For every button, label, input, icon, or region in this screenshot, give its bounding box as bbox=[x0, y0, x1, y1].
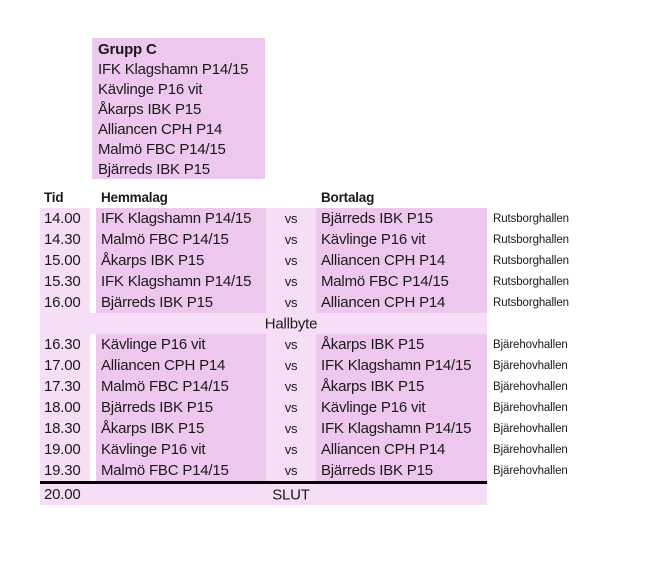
home-team: Malmö FBC P14/15 bbox=[96, 229, 266, 250]
venue-label: Rutsborghallen bbox=[493, 275, 569, 288]
vs-label: vs bbox=[266, 292, 316, 313]
match-time: 19.00 bbox=[40, 439, 90, 460]
vs-label: vs bbox=[266, 460, 316, 481]
away-team: Bjärreds IBK P15 bbox=[316, 460, 487, 481]
home-team: Bjärreds IBK P15 bbox=[96, 397, 266, 418]
vs-label: vs bbox=[266, 334, 316, 355]
venue-label: Rutsborghallen bbox=[493, 296, 569, 309]
match-row: 18.00 Bjärreds IBK P15 vs Kävlinge P16 vit B… bbox=[40, 397, 660, 418]
vs-label: vs bbox=[266, 376, 316, 397]
home-team: Åkarps IBK P15 bbox=[96, 250, 266, 271]
group-team: Bjärreds IBK P15 bbox=[98, 161, 210, 178]
venue-label: Bjärehovhallen bbox=[493, 422, 568, 435]
away-team: Kävlinge P16 vit bbox=[316, 397, 487, 418]
group-title: Grupp C bbox=[98, 41, 157, 58]
group-team: Åkarps IBK P15 bbox=[98, 101, 202, 118]
match-row: 19.00 Kävlinge P16 vit vs Alliancen CPH P14… bbox=[40, 439, 660, 460]
match-time: 15.00 bbox=[40, 250, 90, 271]
home-team: IFK Klagshamn P14/15 bbox=[96, 271, 266, 292]
header-home: Hemmalag bbox=[101, 190, 168, 205]
home-team: IFK Klagshamn P14/15 bbox=[96, 208, 266, 229]
match-row: 19.30 Malmö FBC P14/15 vs Bjärreds IBK P15 B… bbox=[40, 460, 660, 481]
header-time: Tid bbox=[44, 190, 64, 205]
away-team: IFK Klagshamn P14/15 bbox=[316, 418, 487, 439]
second-half-rows: 16.30 Kävlinge P16 vit vs Åkarps IBK P15 Bjä… bbox=[40, 334, 660, 481]
match-time: 16.00 bbox=[40, 292, 90, 313]
home-team: Alliancen CPH P14 bbox=[96, 355, 266, 376]
match-row: 18.30 Åkarps IBK P15 vs IFK Klagshamn P14/1… bbox=[40, 418, 660, 439]
venue-label: Rutsborghallen bbox=[493, 254, 569, 267]
venue-label: Bjärehovhallen bbox=[493, 443, 568, 456]
vs-label: vs bbox=[266, 208, 316, 229]
hall-change-row: Hallbyte bbox=[40, 313, 487, 334]
group-team: Malmö FBC P14/15 bbox=[98, 141, 226, 158]
away-team: Åkarps IBK P15 bbox=[316, 376, 487, 397]
match-row: 15.30 IFK Klagshamn P14/15 vs Malmö FBC P14… bbox=[40, 271, 660, 292]
header-venue-spacer bbox=[487, 187, 600, 208]
away-team: Malmö FBC P14/15 bbox=[316, 271, 487, 292]
first-half-rows: 14.00 IFK Klagshamn P14/15 vs Bjärreds IBK … bbox=[40, 208, 660, 313]
venue-label: Bjärehovhallen bbox=[493, 464, 568, 477]
match-time: 18.00 bbox=[40, 397, 90, 418]
away-team: Bjärreds IBK P15 bbox=[316, 208, 487, 229]
home-team: Malmö FBC P14/15 bbox=[96, 460, 266, 481]
venue-label: Bjärehovhallen bbox=[493, 401, 568, 414]
end-time: 20.00 bbox=[44, 486, 81, 503]
match-time: 14.00 bbox=[40, 208, 90, 229]
match-time: 17.30 bbox=[40, 376, 90, 397]
away-team: Alliancen CPH P14 bbox=[316, 292, 487, 313]
match-time: 14.30 bbox=[40, 229, 90, 250]
home-team: Malmö FBC P14/15 bbox=[96, 376, 266, 397]
group-team: IFK Klagshamn P14/15 bbox=[98, 61, 249, 78]
group-box: Grupp C IFK Klagshamn P14/15 Kävlinge P1… bbox=[92, 38, 265, 179]
venue-label: Bjärehovhallen bbox=[493, 359, 568, 372]
match-time: 15.30 bbox=[40, 271, 90, 292]
venue-label: Rutsborghallen bbox=[493, 233, 569, 246]
match-row: 17.00 Alliancen CPH P14 vs IFK Klagshamn P1… bbox=[40, 355, 660, 376]
match-row: 14.30 Malmö FBC P14/15 vs Kävlinge P16 vit R… bbox=[40, 229, 660, 250]
vs-label: vs bbox=[266, 355, 316, 376]
venue-label: Bjärehovhallen bbox=[493, 380, 568, 393]
match-time: 17.00 bbox=[40, 355, 90, 376]
home-team: Bjärreds IBK P15 bbox=[96, 292, 266, 313]
away-team: Alliancen CPH P14 bbox=[316, 250, 487, 271]
venue-label: Rutsborghallen bbox=[493, 212, 569, 225]
hall-change-label: Hallbyte bbox=[264, 315, 318, 332]
away-team: Kävlinge P16 vit bbox=[316, 229, 487, 250]
vs-label: vs bbox=[266, 439, 316, 460]
schedule-table: Tid Hemmalag Bortalag 14.00 IFK Klagshamn… bbox=[40, 187, 660, 505]
match-row: 16.30 Kävlinge P16 vit vs Åkarps IBK P15 Bjä… bbox=[40, 334, 660, 355]
away-team: IFK Klagshamn P14/15 bbox=[316, 355, 487, 376]
match-time: 18.30 bbox=[40, 418, 90, 439]
match-row: 16.00 Bjärreds IBK P15 vs Alliancen CPH P14… bbox=[40, 292, 660, 313]
vs-label: vs bbox=[266, 271, 316, 292]
vs-label: vs bbox=[266, 229, 316, 250]
match-row: 14.00 IFK Klagshamn P14/15 vs Bjärreds IBK … bbox=[40, 208, 660, 229]
table-header-row: Tid Hemmalag Bortalag bbox=[40, 187, 660, 208]
vs-label: vs bbox=[266, 397, 316, 418]
away-team: Åkarps IBK P15 bbox=[316, 334, 487, 355]
match-row: 15.00 Åkarps IBK P15 vs Alliancen CPH P14 Ru… bbox=[40, 250, 660, 271]
match-time: 16.30 bbox=[40, 334, 90, 355]
away-team: Alliancen CPH P14 bbox=[316, 439, 487, 460]
match-time: 19.30 bbox=[40, 460, 90, 481]
home-team: Kävlinge P16 vit bbox=[96, 439, 266, 460]
group-team: Alliancen CPH P14 bbox=[98, 121, 223, 138]
end-label: SLUT bbox=[272, 486, 310, 503]
header-away: Bortalag bbox=[321, 190, 375, 205]
vs-label: vs bbox=[266, 250, 316, 271]
vs-label: vs bbox=[266, 418, 316, 439]
venue-label: Bjärehovhallen bbox=[493, 338, 568, 351]
home-team: Åkarps IBK P15 bbox=[96, 418, 266, 439]
group-team: Kävlinge P16 vit bbox=[98, 81, 203, 98]
match-row: 17.30 Malmö FBC P14/15 vs Åkarps IBK P15 Bjä… bbox=[40, 376, 660, 397]
end-row: 20.00 SLUT bbox=[40, 481, 487, 505]
home-team: Kävlinge P16 vit bbox=[96, 334, 266, 355]
